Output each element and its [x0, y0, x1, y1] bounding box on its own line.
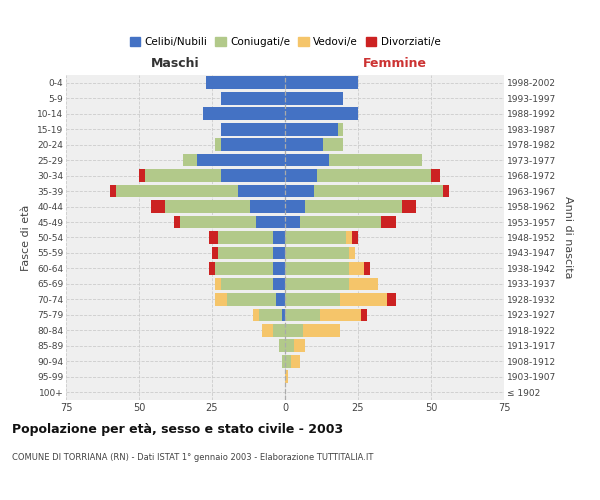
Bar: [116, 184, 238, 198]
Bar: [203, 108, 285, 120]
Bar: [279, 340, 285, 352]
Bar: [221, 123, 285, 136]
Legend: Celibi/Nubili, Coniugati/e, Vedovi/e, Divorziati/e: Celibi/Nubili, Coniugati/e, Vedovi/e, Di…: [125, 33, 445, 52]
Bar: [387, 293, 396, 306]
Bar: [285, 370, 288, 383]
Bar: [285, 76, 358, 89]
Bar: [349, 278, 379, 290]
Bar: [285, 108, 358, 120]
Bar: [282, 308, 285, 321]
Bar: [139, 169, 145, 182]
Bar: [174, 216, 180, 228]
Bar: [352, 231, 358, 244]
Bar: [215, 293, 227, 306]
Bar: [349, 246, 355, 260]
Bar: [314, 184, 443, 198]
Bar: [221, 92, 285, 104]
Bar: [165, 200, 250, 213]
Bar: [285, 340, 294, 352]
Bar: [443, 184, 449, 198]
Bar: [274, 246, 285, 260]
Bar: [110, 184, 116, 198]
Bar: [218, 231, 274, 244]
Bar: [364, 262, 370, 275]
Bar: [305, 200, 402, 213]
Bar: [218, 246, 274, 260]
Bar: [285, 92, 343, 104]
Bar: [285, 278, 349, 290]
Bar: [340, 293, 387, 306]
Text: Femmine: Femmine: [362, 58, 427, 70]
Bar: [238, 184, 285, 198]
Bar: [291, 355, 299, 368]
Bar: [206, 76, 285, 89]
Bar: [276, 293, 285, 306]
Bar: [338, 123, 343, 136]
Bar: [299, 216, 382, 228]
Bar: [285, 123, 338, 136]
Bar: [250, 200, 285, 213]
Bar: [209, 231, 218, 244]
Y-axis label: Anni di nascita: Anni di nascita: [563, 196, 572, 279]
Bar: [180, 216, 256, 228]
Text: Maschi: Maschi: [151, 58, 200, 70]
Bar: [285, 184, 314, 198]
Bar: [285, 308, 320, 321]
Bar: [282, 355, 285, 368]
Bar: [259, 308, 282, 321]
Bar: [285, 293, 340, 306]
Bar: [285, 355, 291, 368]
Text: Popolazione per età, sesso e stato civile - 2003: Popolazione per età, sesso e stato civil…: [12, 422, 343, 436]
Text: COMUNE DI TORRIANA (RN) - Dati ISTAT 1° gennaio 2003 - Elaborazione TUTTITALIA.I: COMUNE DI TORRIANA (RN) - Dati ISTAT 1° …: [12, 452, 373, 462]
Bar: [274, 324, 285, 336]
Bar: [215, 138, 221, 151]
Bar: [431, 169, 440, 182]
Bar: [285, 138, 323, 151]
Bar: [285, 169, 317, 182]
Bar: [361, 308, 367, 321]
Bar: [256, 216, 285, 228]
Bar: [215, 262, 274, 275]
Bar: [227, 293, 276, 306]
Bar: [253, 308, 259, 321]
Bar: [145, 169, 221, 182]
Bar: [285, 231, 346, 244]
Bar: [285, 262, 349, 275]
Bar: [294, 340, 305, 352]
Bar: [274, 278, 285, 290]
Bar: [302, 324, 340, 336]
Bar: [209, 262, 215, 275]
Bar: [221, 138, 285, 151]
Bar: [402, 200, 416, 213]
Bar: [262, 324, 274, 336]
Bar: [221, 169, 285, 182]
Bar: [285, 200, 305, 213]
Bar: [197, 154, 285, 166]
Bar: [285, 324, 302, 336]
Bar: [285, 216, 299, 228]
Bar: [274, 231, 285, 244]
Bar: [212, 246, 218, 260]
Bar: [151, 200, 165, 213]
Bar: [274, 262, 285, 275]
Bar: [346, 231, 352, 244]
Bar: [329, 154, 422, 166]
Bar: [323, 138, 343, 151]
Bar: [183, 154, 197, 166]
Bar: [221, 278, 274, 290]
Bar: [285, 154, 329, 166]
Bar: [382, 216, 396, 228]
Y-axis label: Fasce di età: Fasce di età: [22, 204, 31, 270]
Bar: [317, 169, 431, 182]
Bar: [349, 262, 364, 275]
Bar: [320, 308, 361, 321]
Bar: [215, 278, 221, 290]
Bar: [285, 246, 349, 260]
